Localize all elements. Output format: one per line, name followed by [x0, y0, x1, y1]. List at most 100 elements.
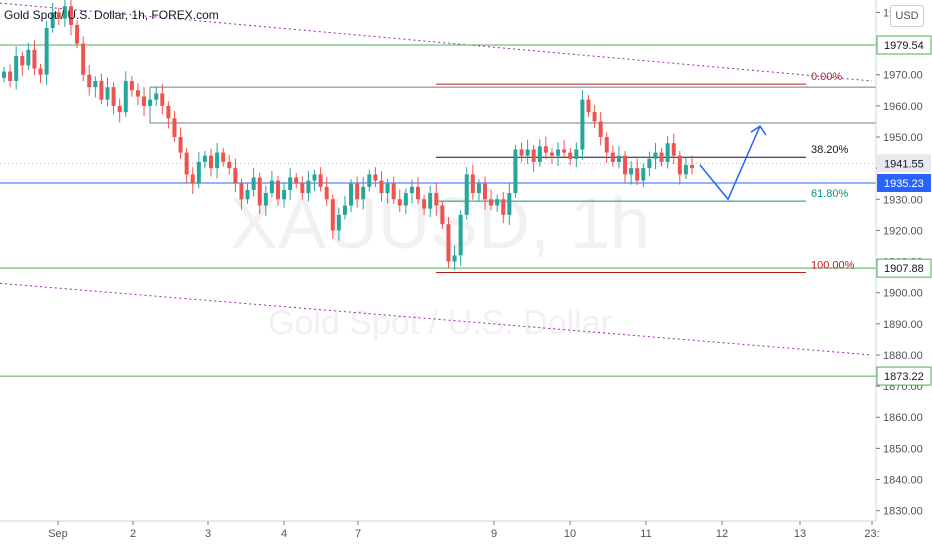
- x-tick-label: Sep: [48, 528, 68, 540]
- candle-body: [379, 180, 384, 194]
- candle-body: [610, 152, 615, 162]
- candle: [385, 179, 390, 204]
- currency-button[interactable]: USD: [890, 5, 924, 27]
- candle-body: [172, 118, 177, 138]
- y-tick-label: 1830.00: [883, 506, 923, 518]
- price-label-text: 1979.54: [884, 40, 924, 52]
- candle: [99, 73, 104, 105]
- candle-body: [14, 56, 19, 81]
- candle-body: [105, 87, 110, 100]
- candle: [604, 132, 609, 163]
- candle: [111, 82, 116, 115]
- candle: [196, 152, 201, 189]
- candle-body: [257, 177, 262, 206]
- candle: [367, 169, 372, 192]
- candle: [671, 133, 676, 165]
- candle: [416, 177, 421, 204]
- candle: [623, 151, 628, 183]
- candle-body: [446, 224, 451, 262]
- fib-level-label: 0.00%: [811, 71, 842, 83]
- candle: [665, 136, 670, 169]
- channel-lower-line[interactable]: [0, 282, 873, 356]
- price-label-text: 1873.22: [884, 371, 924, 383]
- candle-body: [562, 149, 567, 153]
- candle-body: [452, 255, 457, 262]
- candle: [233, 158, 238, 193]
- candle-body: [568, 152, 573, 159]
- channel-upper-line[interactable]: [0, 2, 873, 82]
- x-tick-label: 23:: [864, 528, 879, 540]
- candle-body: [44, 28, 49, 75]
- candle: [556, 142, 561, 166]
- y-tick-label: 1920.00: [883, 225, 923, 237]
- price-labels: 1979.54 1941.55 1935.23 1907.88 1873.22: [876, 35, 932, 386]
- horizontal-levels[interactable]: [0, 44, 876, 377]
- time-axis-bg: [0, 521, 876, 550]
- candles: [2, 0, 694, 270]
- candle: [239, 179, 244, 210]
- candle: [336, 207, 341, 241]
- y-tick-label: 1860.00: [883, 412, 923, 424]
- candle: [257, 172, 262, 214]
- candle-body: [501, 199, 506, 215]
- candle: [117, 98, 122, 123]
- candle: [476, 179, 481, 202]
- projection-line[interactable]: [699, 125, 761, 201]
- trend-channel[interactable]: [0, 2, 873, 356]
- candle: [690, 155, 694, 175]
- candle-body: [38, 68, 43, 75]
- x-tick-label: 4: [281, 528, 287, 540]
- candle: [574, 142, 579, 168]
- candle-body: [288, 177, 293, 190]
- candle-body: [629, 168, 634, 175]
- candle: [519, 142, 524, 163]
- candle: [135, 83, 140, 105]
- candle: [629, 160, 634, 185]
- candle-body: [245, 189, 250, 200]
- candle: [275, 175, 280, 206]
- fibonacci-retracement[interactable]: 0.00% 38.20% 61.80% 100.00%: [436, 71, 855, 273]
- candle-body: [690, 165, 694, 169]
- price-label: 1907.88: [876, 258, 932, 278]
- candle: [178, 127, 183, 160]
- candle: [202, 151, 207, 169]
- x-tick-label: 3: [205, 528, 211, 540]
- candle: [123, 71, 128, 117]
- candle: [501, 192, 506, 224]
- candle-body: [209, 155, 214, 169]
- candle-body: [604, 137, 609, 153]
- candle-body: [75, 24, 80, 44]
- candle-body: [306, 180, 311, 194]
- candle-body: [556, 149, 561, 156]
- candle-body: [8, 71, 13, 81]
- candle: [312, 169, 317, 191]
- candle-body: [367, 174, 372, 187]
- candle-body: [263, 193, 268, 206]
- candle-body: [117, 105, 122, 113]
- candle-body: [349, 183, 354, 206]
- candle: [20, 51, 25, 76]
- candle-body: [635, 168, 640, 181]
- candle-body: [513, 149, 518, 194]
- candle-body: [93, 80, 98, 88]
- candle-body: [227, 161, 232, 169]
- projection-path[interactable]: [699, 125, 767, 201]
- candle: [209, 148, 214, 177]
- candle: [440, 200, 445, 229]
- candle-body: [135, 90, 140, 97]
- candle-body: [391, 183, 396, 200]
- candle: [160, 83, 165, 115]
- candle: [641, 163, 646, 188]
- x-tick-label: 12: [716, 528, 728, 540]
- price-label-text: 1941.55: [884, 158, 924, 170]
- candle-body: [190, 174, 195, 184]
- candle-body: [239, 183, 244, 200]
- candle: [44, 20, 49, 86]
- price-label-bg: [877, 173, 931, 192]
- candle: [288, 167, 293, 201]
- x-tick-label: 2: [130, 528, 136, 540]
- candle: [14, 46, 19, 90]
- price-label-bg: [876, 366, 932, 386]
- candle: [543, 136, 548, 160]
